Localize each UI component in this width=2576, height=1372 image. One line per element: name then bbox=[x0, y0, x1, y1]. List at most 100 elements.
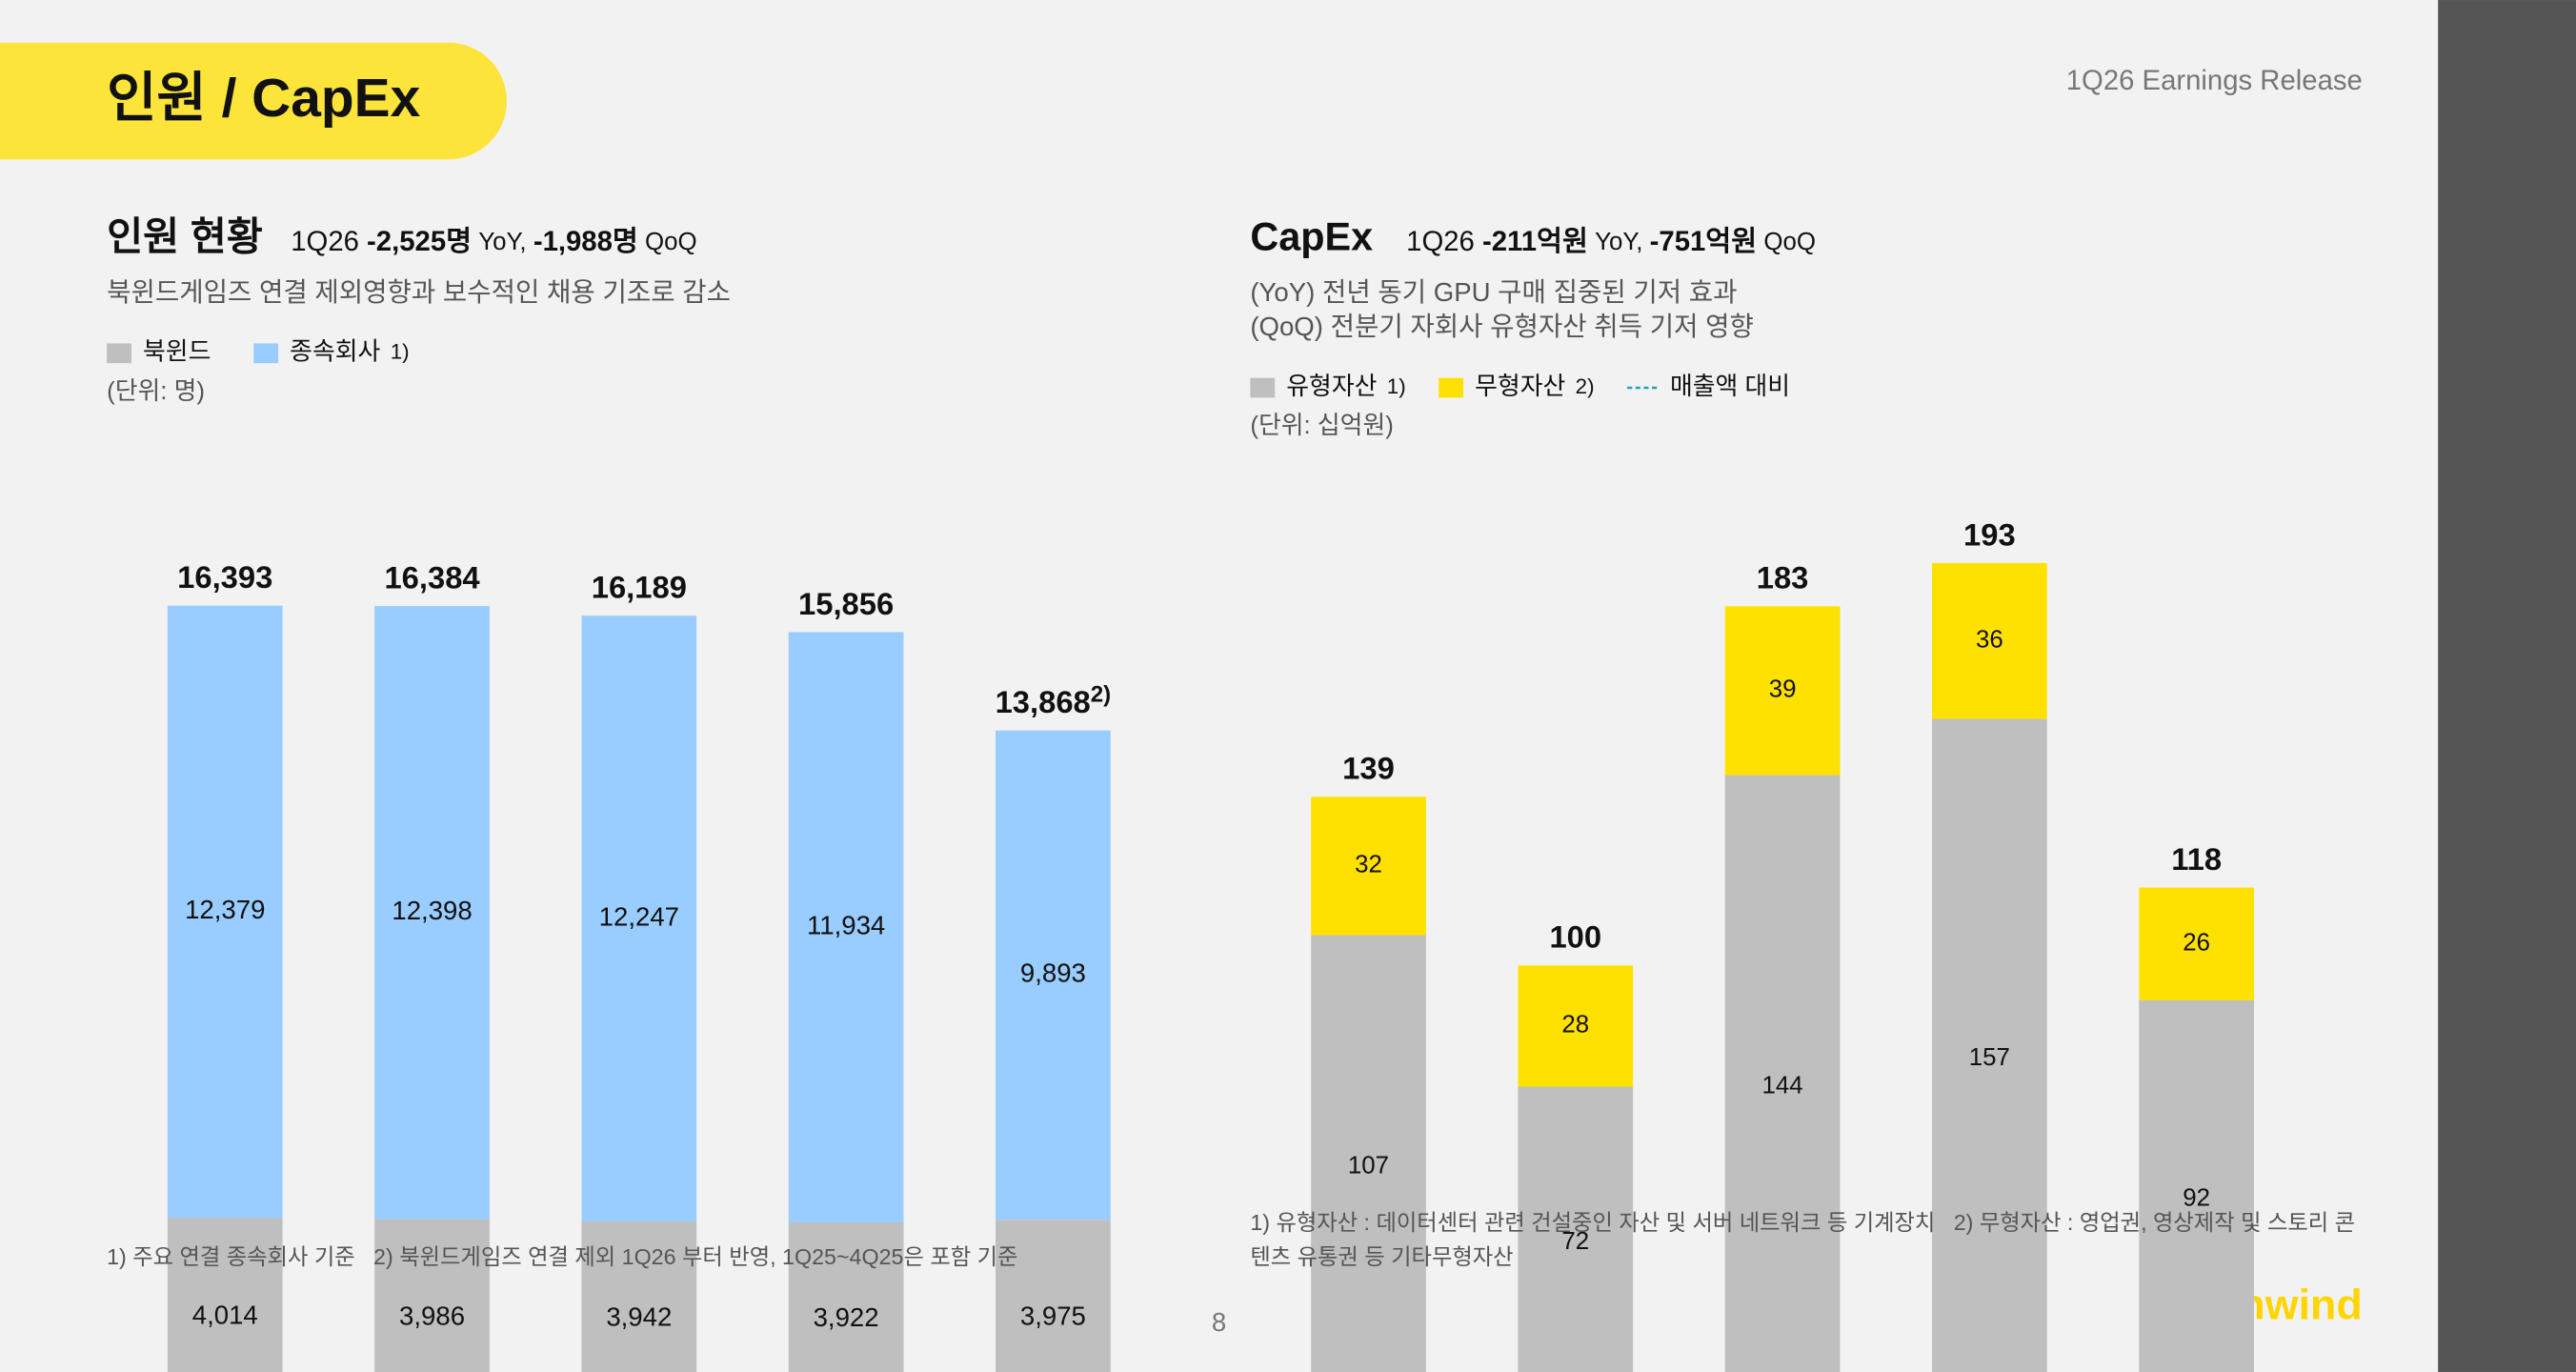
footnote: 텐츠 유통권 등 기타무형자산 bbox=[1250, 1244, 1513, 1269]
bar-segment bbox=[167, 605, 283, 1219]
legend-label: 종속회사 bbox=[290, 338, 380, 366]
value-label: 3,975 bbox=[1020, 1301, 1086, 1331]
legend-swatch bbox=[1439, 377, 1464, 398]
value-label: 144 bbox=[1761, 1072, 1802, 1099]
headline-part: -1,988명 bbox=[533, 226, 638, 257]
legend-label: 북윈드 bbox=[143, 338, 211, 366]
value-label: 11,934 bbox=[807, 911, 885, 940]
total-label: 100 bbox=[1549, 918, 1601, 954]
legend-label: 매출액 대비 bbox=[1670, 373, 1790, 400]
bar-segment bbox=[996, 1220, 1111, 1372]
value-label: 3,922 bbox=[814, 1302, 879, 1332]
total-label: 16,384 bbox=[384, 559, 480, 595]
value-label: 3,942 bbox=[606, 1302, 672, 1332]
bar-segment bbox=[1724, 606, 1841, 776]
bar-segment bbox=[2139, 887, 2254, 1000]
value-label: 107 bbox=[1348, 1152, 1389, 1179]
headline-part: QoQ bbox=[1757, 229, 1816, 255]
sidebar bbox=[2438, 0, 2576, 1372]
value-label: 9,893 bbox=[1020, 958, 1086, 988]
total-marker: 2) bbox=[1091, 682, 1111, 708]
legend-swatch bbox=[253, 343, 279, 364]
headline-part: -211억원 bbox=[1482, 226, 1588, 257]
total-value: 16,393 bbox=[177, 559, 272, 595]
bar-segment bbox=[374, 606, 490, 1220]
legend-marker: 1) bbox=[1387, 374, 1406, 398]
bar-segment bbox=[581, 615, 697, 1221]
bar-segment bbox=[2139, 999, 2254, 1372]
bar-segment bbox=[1518, 965, 1634, 1087]
total-label: 15,856 bbox=[798, 586, 894, 621]
bar-segment bbox=[1311, 935, 1426, 1372]
unit: (단위: 명) bbox=[107, 377, 205, 405]
slide-title: 인원 / CapEx bbox=[107, 68, 421, 129]
headline-part: -2,525명 bbox=[367, 226, 472, 257]
value-label: 39 bbox=[1769, 676, 1797, 703]
value-label: 12,398 bbox=[392, 896, 472, 925]
footnote: 1) 주요 연결 종속회사 기준 2) 북윈드게임즈 연결 제외 1Q26 부터… bbox=[107, 1244, 1017, 1269]
value-label: 4,014 bbox=[192, 1301, 258, 1330]
total-label: 193 bbox=[1963, 516, 2016, 552]
headline-part: YoY, bbox=[1588, 229, 1650, 255]
total-value: 16,384 bbox=[384, 559, 480, 595]
bar-segment bbox=[374, 1219, 490, 1372]
total-label: 183 bbox=[1757, 559, 1809, 595]
total-label: 139 bbox=[1342, 750, 1395, 785]
headline-part: QoQ bbox=[638, 229, 697, 255]
total-label: 118 bbox=[2171, 841, 2222, 877]
doc-name: 1Q26 Earnings Release bbox=[2066, 65, 2363, 96]
chart-title: CapEx bbox=[1250, 215, 1373, 259]
bars-layer: 4,014 12,379 3,986 12,398 3,942 12,247 3,922 11… bbox=[167, 562, 2254, 1372]
title-tab bbox=[0, 42, 507, 160]
headline: 1Q26 -211억원 YoY, -751억원 QoQ bbox=[1406, 226, 1816, 257]
value-label: 157 bbox=[1969, 1044, 2010, 1071]
total-value: 139 bbox=[1342, 750, 1395, 785]
legend-swatch bbox=[107, 343, 131, 364]
headline-part: 1Q26 bbox=[1406, 226, 1482, 257]
total-label: 16,189 bbox=[592, 569, 687, 604]
value-label: 72 bbox=[1561, 1228, 1589, 1255]
value-label: 12,379 bbox=[185, 895, 265, 924]
bar-segment bbox=[996, 730, 1111, 1221]
legend-marker: 1) bbox=[391, 340, 410, 364]
total-value: 16,189 bbox=[592, 569, 687, 604]
description: 북윈드게임즈 연결 제외영향과 보수적인 채용 기조로 감소 bbox=[107, 277, 731, 307]
bar-segment bbox=[167, 1218, 283, 1372]
value-label: 28 bbox=[1561, 1012, 1589, 1039]
total-value: 100 bbox=[1549, 918, 1601, 954]
bar-segment bbox=[1311, 797, 1426, 936]
legend-swatch bbox=[1250, 377, 1276, 398]
total-value: 193 bbox=[1963, 516, 2016, 552]
footnote: 1) 유형자산 : 데이터센터 관련 건설중인 자산 및 서버 네트워크 등 기… bbox=[1250, 1210, 2355, 1235]
value-label: 3,986 bbox=[399, 1301, 465, 1330]
bar-segment bbox=[581, 1221, 697, 1372]
bar-segment bbox=[1932, 562, 2047, 719]
headline-part: YoY, bbox=[472, 229, 533, 255]
total-value: 13,868 bbox=[996, 684, 1091, 719]
total-label: 13,8682) bbox=[996, 682, 1112, 719]
chart-title: 인원 현황 bbox=[107, 215, 263, 259]
value-label: 12,247 bbox=[599, 901, 679, 931]
legend-label: 유형자산 bbox=[1286, 373, 1377, 400]
value-label: 92 bbox=[2183, 1184, 2210, 1211]
description: (YoY) 전년 동기 GPU 구매 집중된 기저 효과 bbox=[1250, 277, 1737, 307]
bar-segment bbox=[1932, 718, 2047, 1372]
value-label: 26 bbox=[2183, 929, 2210, 956]
value-label: 32 bbox=[1355, 852, 1382, 878]
description: (QoQ) 전분기 자회사 유형자산 취득 기저 영향 bbox=[1250, 312, 1754, 341]
bar-segment bbox=[1724, 775, 1841, 1372]
legend-label: 무형자산 bbox=[1475, 373, 1565, 400]
bar-segment bbox=[788, 632, 904, 1222]
headline: 1Q26 -2,525명 YoY, -1,988명 QoQ bbox=[291, 226, 696, 257]
total-value: 183 bbox=[1757, 559, 1809, 595]
total-label: 16,393 bbox=[177, 559, 272, 595]
value-label: 36 bbox=[1976, 626, 2003, 653]
bar-segment bbox=[788, 1221, 904, 1372]
text-layer: 인원 현황 1Q26 -2,525명 YoY, -1,988명 QoQ 북윈드게임즈… bbox=[107, 215, 2355, 1269]
bar-segment bbox=[1518, 1086, 1634, 1372]
headline-part: -751억원 bbox=[1650, 226, 1758, 257]
total-value: 15,856 bbox=[798, 586, 894, 621]
legend-marker: 2) bbox=[1576, 374, 1595, 398]
page-number: 8 bbox=[1212, 1307, 1226, 1337]
